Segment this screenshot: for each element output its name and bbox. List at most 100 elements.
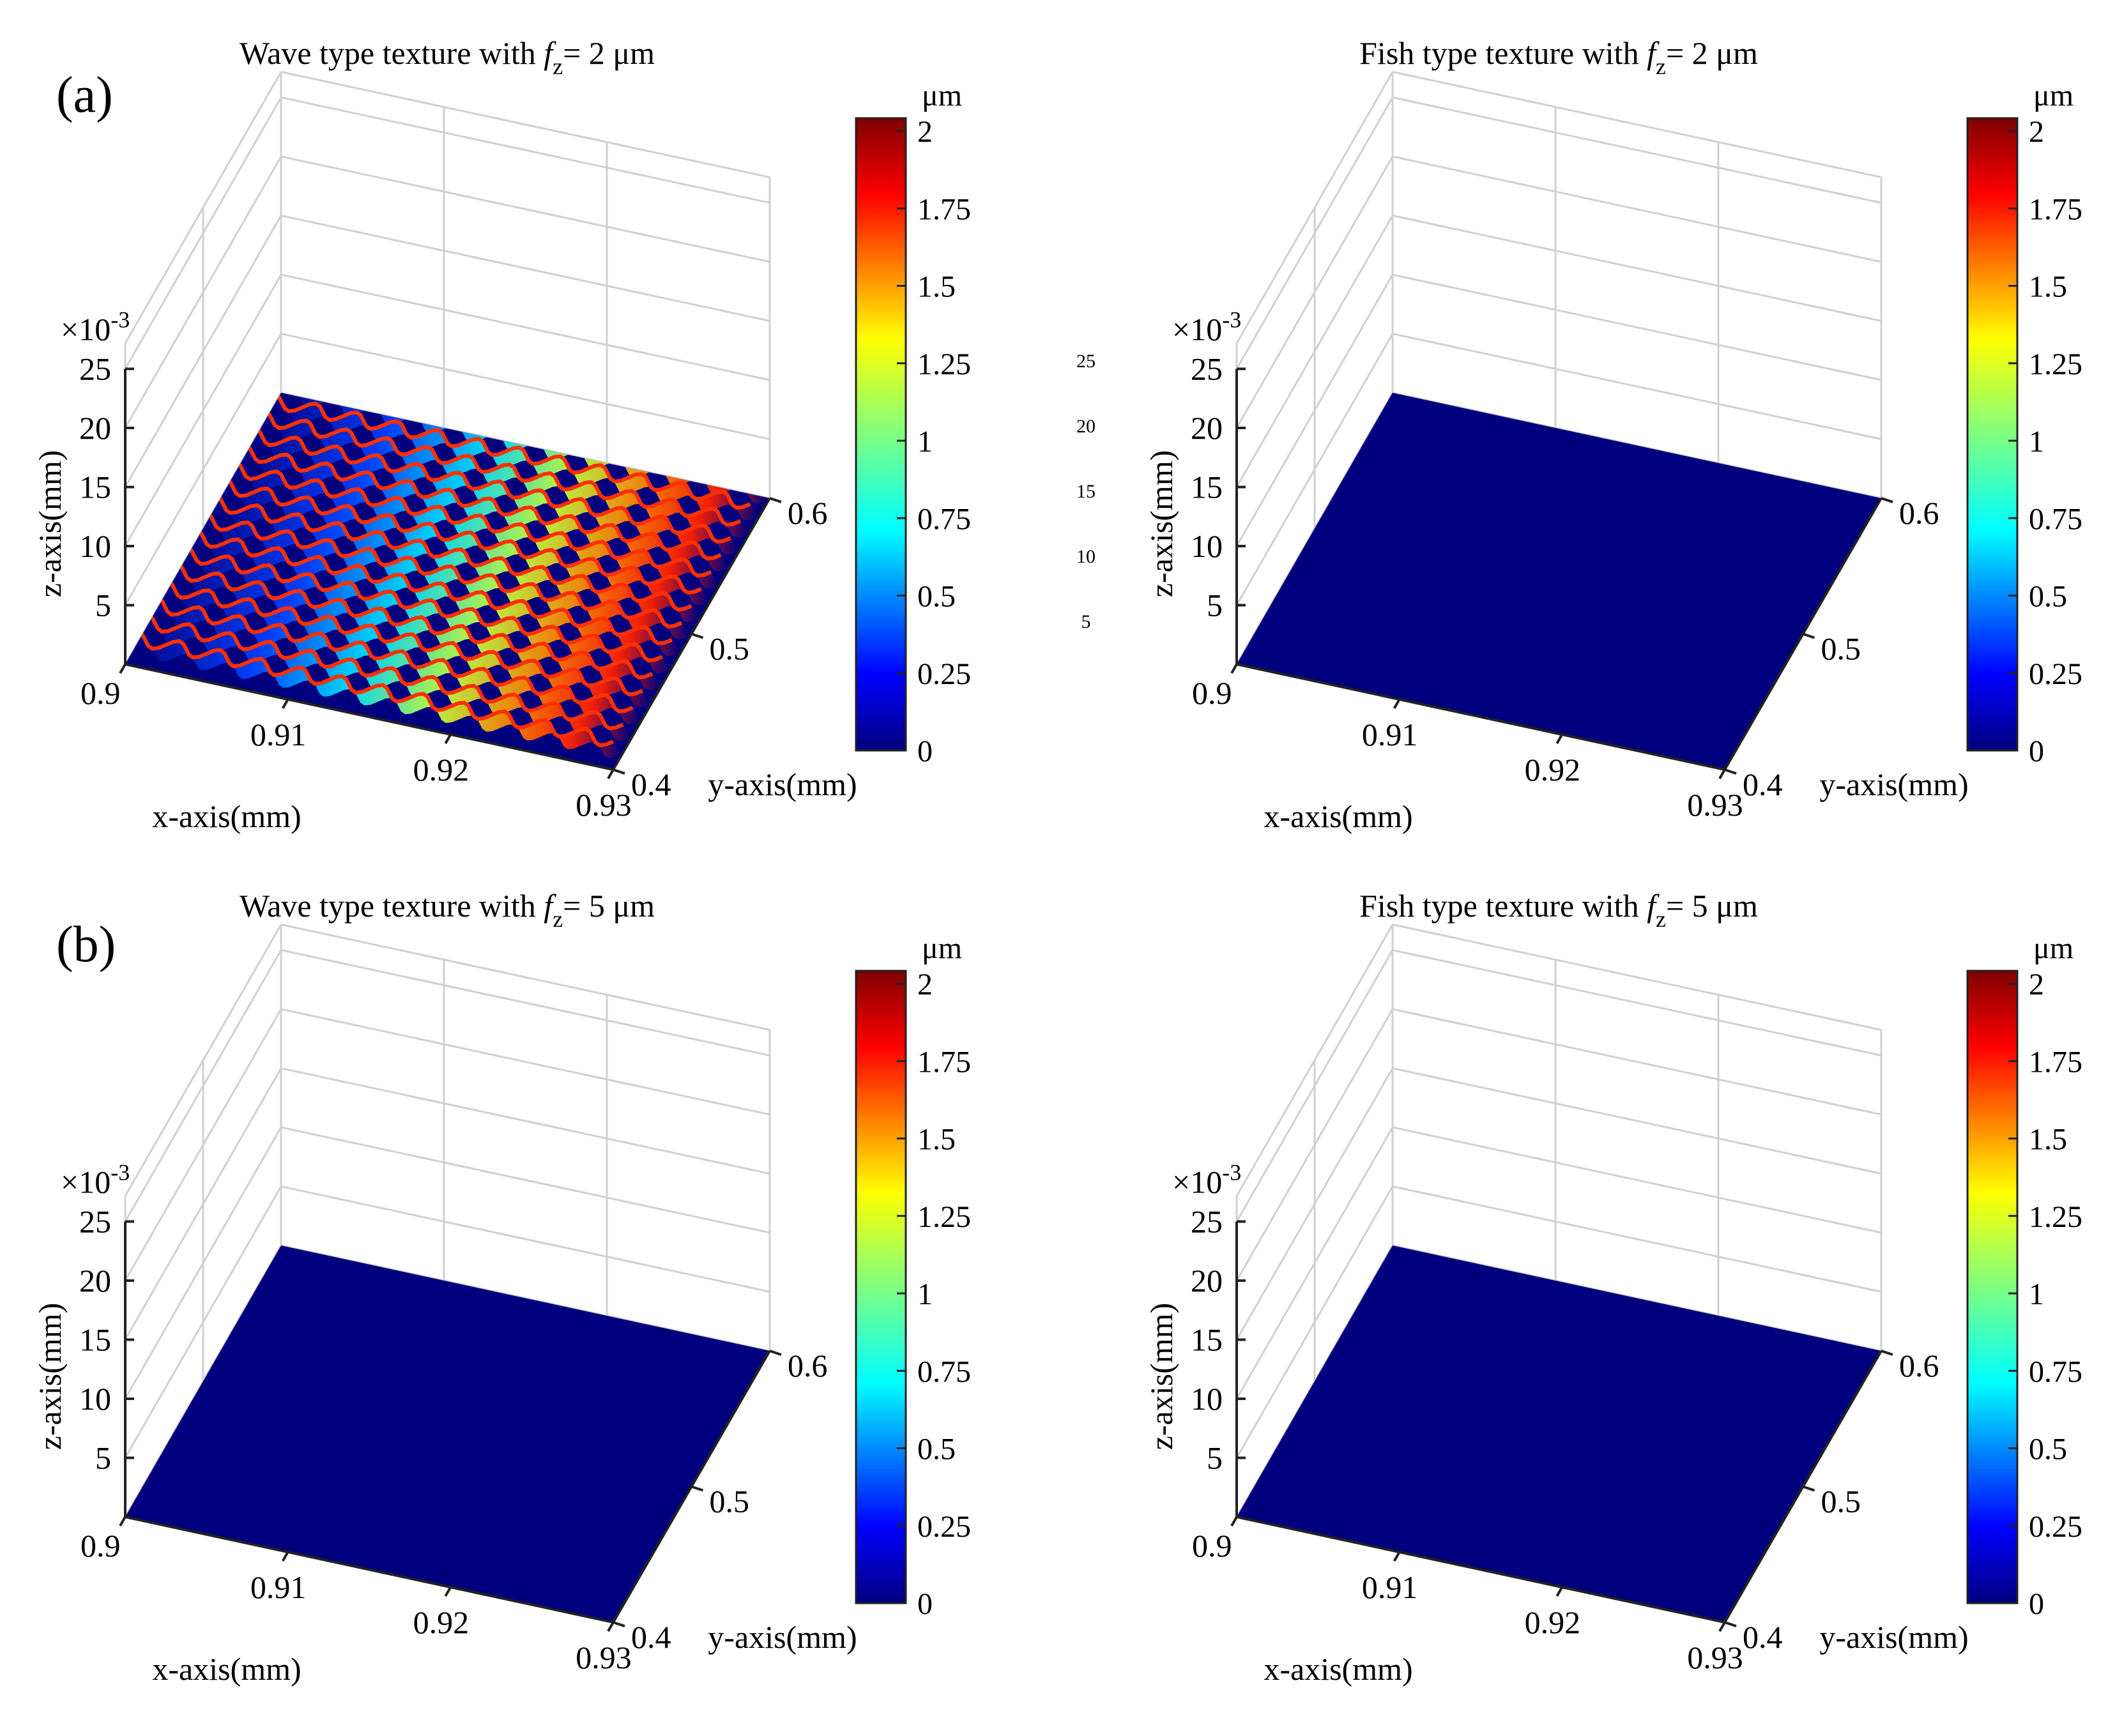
z-grid-right — [1392, 333, 1882, 440]
colorbar-tick-label: 1.5 — [917, 270, 956, 304]
surface-ridge — [261, 395, 760, 521]
chart-title-sub: z — [1656, 906, 1666, 932]
z-tick-label: 10 — [79, 1381, 111, 1417]
colorbar-tick-label: 0 — [2029, 1587, 2044, 1621]
z-tick-label: 5 — [1207, 588, 1223, 623]
z-exponent: ×10-3 — [1172, 307, 1241, 347]
x-axis-line — [1236, 663, 1725, 771]
z-axis-label: z-axis(mm) — [1143, 1303, 1179, 1450]
y-axis-label: y-axis(mm) — [1819, 766, 1968, 802]
z-grid-right — [280, 1008, 770, 1116]
colorbar-tick-label: 1.25 — [2029, 1200, 2082, 1234]
surface-ridge — [154, 581, 652, 708]
surface-crest — [261, 393, 751, 510]
x-axis-label: x-axis(mm) — [152, 798, 301, 834]
x-tick-mark — [1230, 1516, 1238, 1527]
x-tick-label: 0.92 — [413, 752, 470, 788]
y-tick-label: 0.5 — [1821, 631, 1861, 667]
x-tick-mark — [119, 1516, 126, 1527]
box-top-edge — [1392, 71, 1882, 178]
surface-ridge — [164, 564, 661, 690]
x-tick-label: 0.9 — [1192, 1528, 1232, 1564]
y-tick-mark — [1724, 1621, 1737, 1627]
surface-crest — [173, 545, 663, 663]
x-axis-line — [125, 663, 614, 771]
chart-title-sub: z — [1656, 54, 1666, 79]
z-axis-label: z-axis(mm) — [1143, 450, 1179, 597]
z-tick-label: 5 — [95, 588, 111, 623]
colorbar-tick-label: 2 — [917, 968, 933, 1001]
surface-floor — [1237, 393, 1881, 770]
surface-crest — [125, 630, 615, 747]
surface-ridge — [222, 462, 720, 589]
z-exponent-power: -3 — [1222, 307, 1241, 333]
extra-z-tick-label: 10 — [1076, 546, 1096, 567]
chart-title: Wave type texture with fz= 2 μm — [240, 35, 655, 79]
x-axis-line — [1236, 1516, 1725, 1624]
colorbar-unit: μm — [922, 931, 962, 965]
surface-ridge — [193, 514, 691, 640]
colorbar-tick-label: 0.5 — [917, 1433, 956, 1466]
z-tick-label: 25 — [79, 351, 111, 387]
y-tick-label: 0.4 — [631, 766, 671, 802]
y-axis-label: y-axis(mm) — [708, 1619, 857, 1655]
surface-ridge — [135, 615, 632, 742]
x-tick-label: 0.92 — [1525, 1604, 1581, 1640]
surface-ridge — [144, 598, 642, 724]
colorbar-tick-label: 1 — [917, 425, 933, 459]
y-tick-label: 0.6 — [788, 495, 828, 531]
box-top-edge — [280, 924, 770, 1031]
y-tick-mark — [769, 497, 782, 503]
x-tick-label: 0.9 — [80, 1528, 121, 1564]
x-tick-label: 0.91 — [1362, 717, 1418, 752]
colorbar-tick-label: 1.75 — [917, 192, 971, 226]
y-axis-label: y-axis(mm) — [1819, 1619, 1968, 1655]
x-tick-mark — [1555, 1587, 1564, 1597]
chart-title-suffix: = 5 μm — [1666, 888, 1758, 924]
x-tick-label: 0.91 — [250, 1569, 307, 1605]
colorbar-tick-label: 1 — [2029, 1277, 2044, 1311]
x-tick-label: 0.91 — [250, 717, 307, 752]
chart-title-suffix: = 5 μm — [563, 888, 655, 924]
chart-title: Wave type texture with fz= 5 μm — [240, 888, 655, 932]
z-exponent: ×10-3 — [61, 307, 130, 347]
z-grid-right — [1392, 1126, 1882, 1234]
box-walls — [124, 924, 771, 1518]
x-tick-mark — [1393, 699, 1401, 709]
x-tick-mark — [1393, 1551, 1401, 1562]
z-axis-label: z-axis(mm) — [32, 450, 68, 597]
x-tick-mark — [1555, 734, 1564, 744]
z-tick-label: 10 — [79, 528, 111, 564]
surface-crest — [192, 512, 683, 629]
colorbar-unit: μm — [922, 79, 962, 112]
x-tick-mark — [444, 734, 452, 744]
surface-ridge — [213, 480, 710, 605]
x-tick-mark — [444, 1587, 452, 1597]
surface-plot-3: 0.90.910.920.930.40.50.6510152025×10-3x-… — [32, 888, 971, 1687]
x-tick-mark — [281, 1551, 289, 1562]
z-tick-label: 20 — [1191, 1263, 1223, 1298]
surface-crest — [241, 427, 731, 544]
extra-z-tick-label: 20 — [1076, 416, 1096, 437]
surface-crest — [202, 494, 692, 612]
colorbar-tick-label: 1.75 — [2029, 192, 2082, 226]
surface-plot-4: 0.90.910.920.930.40.50.6510152025×10-3x-… — [1143, 888, 2082, 1687]
surface-ridge — [174, 547, 671, 674]
surface-ridge — [242, 429, 740, 555]
surface-floor — [1237, 1245, 1881, 1622]
x-tick-label: 0.93 — [576, 787, 632, 823]
x-tick-mark — [119, 664, 126, 674]
panel-b-label: (b) — [56, 917, 116, 973]
x-tick-label: 0.91 — [1362, 1569, 1418, 1605]
z-tick-label: 20 — [79, 1263, 111, 1298]
surface-ridge — [183, 530, 681, 657]
y-tick-label: 0.6 — [1899, 495, 1939, 531]
colorbar — [855, 117, 907, 752]
surface-ridge — [252, 411, 749, 538]
colorbar-tick-label: 0.5 — [917, 580, 956, 614]
colorbar-tick-label: 0 — [2029, 735, 2044, 768]
z-grid-right — [1392, 96, 1882, 204]
colorbar-tick-label: 0.75 — [2029, 502, 2082, 536]
colorbar-tick-label: 0.5 — [2029, 1433, 2067, 1466]
colorbar-tick-label: 0.75 — [917, 502, 971, 536]
